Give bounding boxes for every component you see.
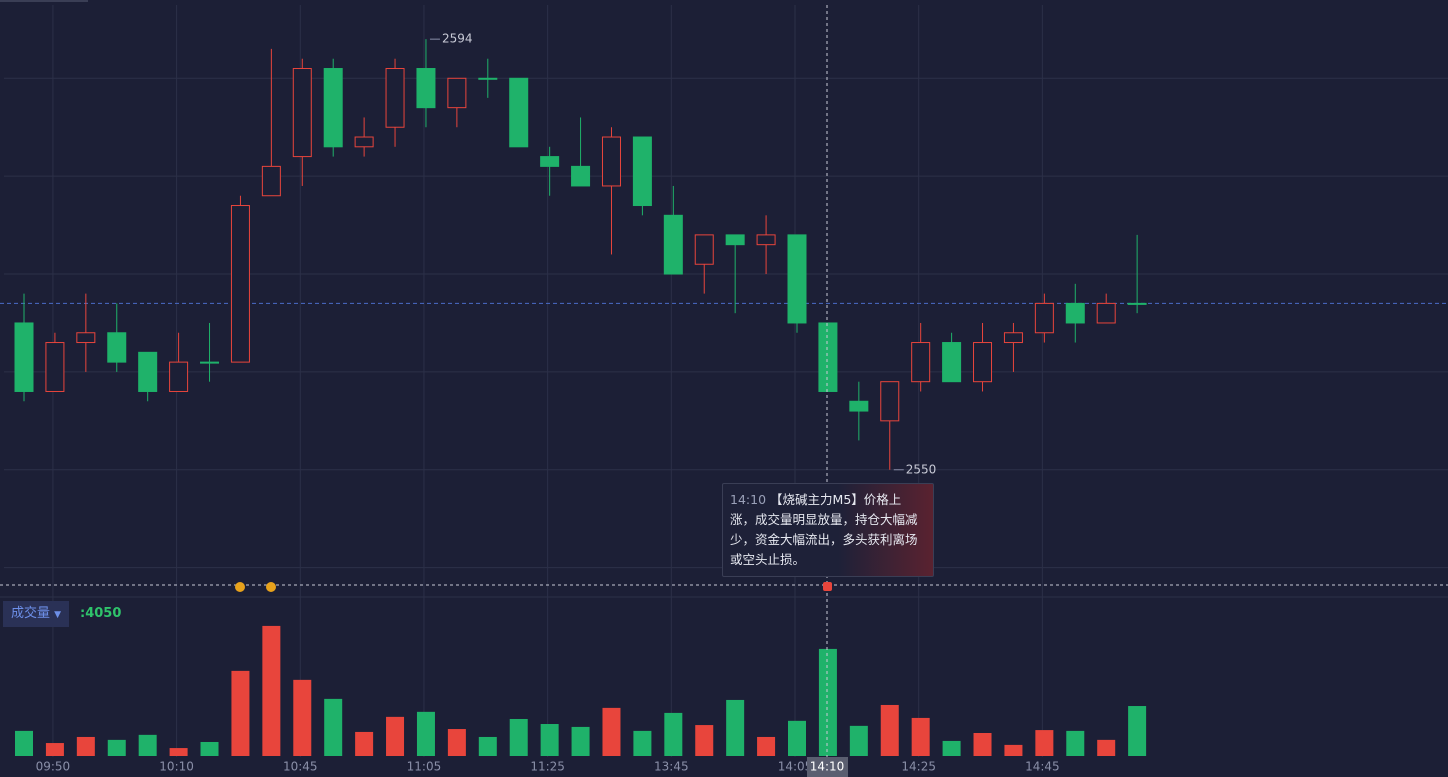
candle-body (292, 68, 312, 158)
candle-body (1003, 332, 1023, 344)
volume-bar (695, 725, 714, 756)
candle-body (880, 381, 900, 422)
candle-body (354, 136, 374, 148)
volume-readout: :4050 (80, 606, 122, 621)
volume-bar (169, 748, 188, 756)
candle-body (601, 136, 621, 187)
volume-bar (76, 736, 95, 756)
volume-bar (602, 707, 621, 756)
candle-body (942, 342, 962, 383)
volume-bar (138, 734, 157, 756)
volume-bar (571, 726, 590, 756)
x-tick-label: 14:05 (778, 760, 813, 774)
candle-body (663, 214, 683, 275)
volume-bar (1066, 730, 1085, 756)
candle-body (694, 234, 714, 265)
indicator-select[interactable]: 成交量 ▼ (3, 601, 69, 627)
candle-body (45, 342, 65, 392)
candle-body (540, 156, 560, 167)
volume-bar (726, 699, 745, 756)
volume-bar (1004, 744, 1023, 756)
crosshair-time: 14:10 (810, 760, 845, 774)
volume-bar (849, 725, 868, 756)
volume-bar (1035, 730, 1054, 756)
candle-body (261, 165, 281, 197)
candle-body (725, 234, 745, 246)
candle-body (911, 342, 931, 383)
volume-bar (911, 717, 930, 756)
volume-bar (942, 740, 961, 756)
volume-bar (880, 704, 899, 756)
candle-body (1065, 302, 1085, 324)
x-tick-label: 09:50 (36, 760, 71, 774)
volume-bar (15, 730, 33, 756)
candle-body (385, 68, 405, 128)
candle-body (756, 234, 776, 246)
candle-body (14, 322, 34, 392)
candle-body (1096, 302, 1116, 324)
candle-body (138, 351, 158, 392)
candle-body (1034, 302, 1054, 334)
volume-bar (262, 625, 281, 756)
candle-body (230, 205, 250, 363)
x-tick-label: 13:45 (654, 760, 689, 774)
candle-body (818, 322, 838, 392)
tooltip: 14:10 【烧碱主力M5】价格上涨，成交量明显放量，持仓大幅减少，资金大幅流出，… (722, 483, 934, 577)
candle-body (447, 77, 467, 109)
candle-body (787, 234, 807, 324)
indicator-name: 成交量 (11, 606, 51, 621)
candle-body (323, 68, 343, 148)
volume-bar (1097, 739, 1116, 756)
candle-body (200, 361, 220, 364)
volume-bar (788, 720, 806, 756)
tooltip-time: 14:10 (730, 492, 767, 507)
tab (0, 0, 88, 2)
x-tick-label: 10:10 (159, 760, 194, 774)
volume-bar (757, 736, 776, 756)
volume-bar (478, 736, 497, 756)
x-tick-label: 11:25 (530, 760, 565, 774)
volume-bar (633, 730, 652, 756)
crosshair-time-box (807, 757, 848, 777)
extreme-label: 2550 (906, 462, 937, 476)
volume-bar (818, 648, 837, 756)
extreme-label: 2594 (442, 32, 473, 46)
candle-body (632, 136, 652, 207)
volume-bar (973, 732, 992, 756)
volume-bar (200, 741, 219, 756)
volume-bar (386, 716, 405, 756)
event-icon[interactable] (266, 582, 276, 592)
candle-body (849, 400, 869, 412)
candle-body (76, 332, 96, 344)
x-tick-label: 10:45 (283, 760, 318, 774)
volume-bar (355, 731, 374, 756)
volume-bar (447, 729, 466, 756)
candle-body (973, 342, 993, 383)
volume-bar (45, 743, 64, 756)
volume-bar (416, 711, 435, 756)
x-tick-label: 14:25 (901, 760, 936, 774)
volume-bar (293, 679, 312, 756)
candle-body (478, 77, 498, 80)
signal-icon[interactable] (823, 582, 832, 591)
volume-bar (324, 698, 343, 756)
candle-body (1127, 302, 1147, 305)
volume-bar (664, 712, 683, 756)
candle-body (416, 68, 436, 109)
x-tick-label: 14:45 (1025, 760, 1060, 774)
event-icon[interactable] (235, 582, 245, 592)
candle-body (107, 332, 127, 363)
candle-body (509, 77, 529, 148)
volume-bar (107, 739, 126, 756)
volume-bar (231, 670, 250, 756)
volume-bar (540, 724, 559, 756)
candle-body (571, 165, 591, 187)
volume-bar (509, 718, 528, 756)
volume-bar (1128, 706, 1147, 756)
candle-body (169, 361, 189, 392)
tooltip-text: 【烧碱主力M5】价格上涨，成交量明显放量，持仓大幅减少，资金大幅流出，多头获利离… (730, 492, 918, 567)
x-tick-label: 11:05 (407, 760, 442, 774)
